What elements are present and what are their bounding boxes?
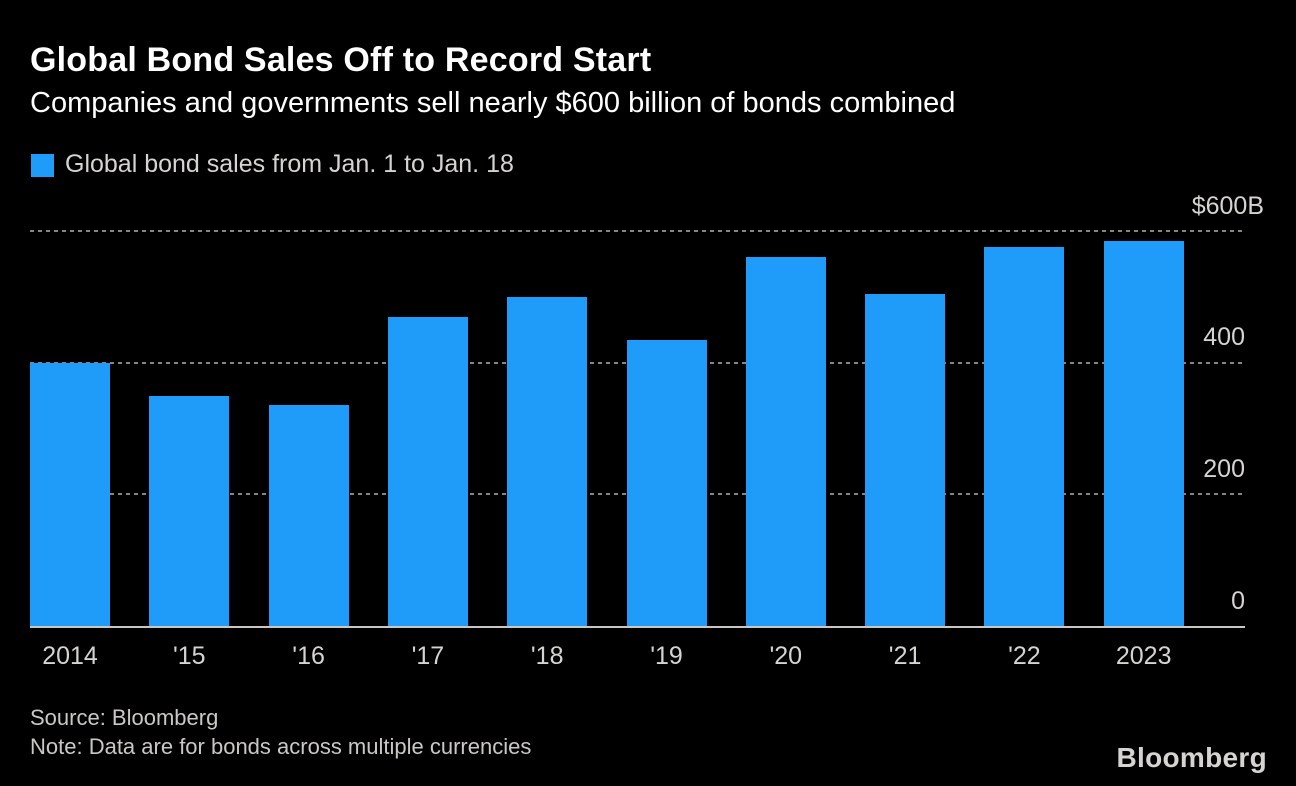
y-tick-label-0: 0 bbox=[1231, 586, 1245, 615]
y-tick-label-600: $600B bbox=[1191, 191, 1264, 220]
bar-17 bbox=[387, 316, 468, 626]
source-text: Source: Bloomberg bbox=[30, 705, 219, 730]
y-tick-label-400: 400 bbox=[1203, 323, 1245, 352]
chart-subtitle: Companies and governments sell nearly $6… bbox=[30, 87, 956, 119]
x-tick-label-17: '17 bbox=[411, 642, 445, 670]
bar-15 bbox=[149, 395, 230, 626]
bar-22 bbox=[984, 247, 1065, 626]
chart-title: Global Bond Sales Off to Record Start bbox=[30, 41, 652, 79]
bar-21 bbox=[865, 293, 946, 626]
x-tick-label-2023: 2023 bbox=[1115, 642, 1172, 670]
x-tick-label-19: '19 bbox=[650, 642, 683, 670]
y-tick-label-200: 200 bbox=[1203, 454, 1245, 483]
bar-20 bbox=[745, 257, 826, 626]
x-tick-label-18: '18 bbox=[530, 642, 564, 670]
x-tick-label-16: '16 bbox=[292, 642, 325, 670]
x-tick-label-21: '21 bbox=[888, 642, 922, 670]
x-tick-label-15: '15 bbox=[173, 642, 206, 670]
legend-swatch-icon bbox=[31, 154, 54, 177]
x-tick-label-2014: 2014 bbox=[42, 642, 98, 670]
legend-label: Global bond sales from Jan. 1 to Jan. 18 bbox=[65, 150, 514, 178]
gridline-600 bbox=[30, 230, 1245, 232]
bar-16 bbox=[268, 405, 349, 626]
x-tick-label-20: '20 bbox=[769, 642, 803, 670]
bar-2014 bbox=[30, 362, 110, 626]
bloomberg-logo: Bloomberg bbox=[1116, 742, 1267, 773]
x-axis-line bbox=[30, 626, 1245, 628]
bar-2023 bbox=[1103, 240, 1184, 626]
x-tick-label-22: '22 bbox=[1008, 642, 1041, 670]
bar-18 bbox=[507, 296, 588, 626]
plot-area: $600B 400 200 0 2014 '15 '16 '17 '18 '19 '20 '21 '22… bbox=[30, 192, 1264, 670]
footer: Source: Bloomberg Note: Data are for bon… bbox=[30, 703, 531, 761]
bar-19 bbox=[626, 339, 707, 626]
note-text: Note: Data are for bonds across multiple… bbox=[30, 734, 532, 759]
legend: Global bond sales from Jan. 1 to Jan. 18 bbox=[31, 150, 514, 178]
